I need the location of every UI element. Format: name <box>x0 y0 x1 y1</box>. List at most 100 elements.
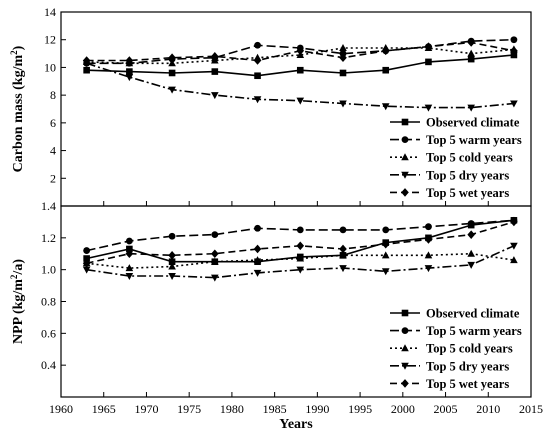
y-tick-label: 14 <box>44 5 56 19</box>
data-point <box>510 217 518 227</box>
data-point <box>125 273 134 281</box>
data-point <box>211 92 219 100</box>
y-tick-label: 0.6 <box>41 326 56 340</box>
legend-marker <box>401 362 409 370</box>
y-tick-label: 1.2 <box>41 231 56 245</box>
legend-label: Top 5 wet years <box>426 186 509 200</box>
x-tick-label: 2005 <box>434 402 458 416</box>
y-tick-label: 6 <box>50 116 56 130</box>
data-point <box>424 104 433 112</box>
data-point <box>381 239 390 249</box>
x-tick-label: 1985 <box>263 402 287 416</box>
legend-marker <box>401 344 409 352</box>
legend: Observed climate Top 5 warm years Top 5 co… <box>390 116 522 200</box>
data-point <box>424 42 433 51</box>
data-point <box>339 53 347 63</box>
legend-marker <box>401 379 409 388</box>
data-point <box>381 46 390 56</box>
data-point <box>126 68 133 75</box>
data-point <box>296 241 305 251</box>
legend-label: Top 5 cold years <box>426 151 513 165</box>
y-tick-label: 10 <box>44 60 56 74</box>
legend-label: Top 5 warm years <box>426 324 522 338</box>
data-point <box>510 100 518 108</box>
series-top-5-dry-years <box>82 60 518 112</box>
series-top-5-cold-years <box>82 249 518 272</box>
series-top-5-wet-years <box>82 217 518 268</box>
data-point <box>382 226 390 234</box>
series-line <box>86 47 514 65</box>
y-tick-label: 2 <box>50 171 56 185</box>
legend-label: Observed climate <box>426 307 520 321</box>
data-point <box>467 49 475 57</box>
data-point <box>339 251 347 259</box>
data-point <box>168 232 176 240</box>
x-tick-label: 2010 <box>476 402 500 416</box>
data-point <box>82 266 91 274</box>
data-point <box>339 265 347 273</box>
data-point <box>211 68 219 75</box>
data-point <box>125 249 134 259</box>
series-top-5-dry-years <box>82 242 518 282</box>
data-point <box>168 273 176 281</box>
data-point <box>168 69 176 77</box>
data-point <box>339 244 347 254</box>
data-point <box>382 66 390 74</box>
data-point <box>125 56 134 65</box>
legend-label: Top 5 warm years <box>426 133 522 147</box>
npp-panel: 0.4 0.6 0.8 1.0 1.2 1.4 1960 1965 1970 1975 1980 19… <box>9 199 543 432</box>
data-point <box>168 59 176 67</box>
data-point <box>168 258 176 266</box>
data-point <box>82 259 91 268</box>
data-point <box>339 226 347 234</box>
data-point <box>83 247 91 254</box>
y-tick-label: 1.4 <box>41 199 56 213</box>
data-point <box>296 46 305 56</box>
data-point <box>253 244 262 254</box>
legend-marker <box>401 136 409 144</box>
data-point <box>168 251 176 260</box>
data-point <box>296 66 304 74</box>
data-point <box>253 256 262 264</box>
legend-label: Top 5 dry years <box>426 359 509 373</box>
data-point <box>253 269 262 277</box>
data-point <box>381 103 390 111</box>
legend-marker <box>401 188 409 197</box>
data-point <box>467 220 475 227</box>
data-point <box>510 46 518 56</box>
data-point <box>510 36 518 44</box>
x-axis-title: Years <box>279 417 313 432</box>
y-tick-label: 0.4 <box>41 358 56 372</box>
data-point <box>425 58 432 66</box>
legend-marker <box>401 153 409 161</box>
data-point <box>254 224 261 232</box>
data-point <box>510 242 518 250</box>
data-point <box>125 237 133 245</box>
x-tick-label: 1980 <box>220 402 244 416</box>
data-point <box>424 251 433 259</box>
data-point <box>467 261 475 269</box>
series-line <box>86 62 514 109</box>
data-point <box>381 268 390 276</box>
x-tick-label: 1990 <box>305 402 329 416</box>
data-point <box>254 41 261 49</box>
data-point <box>296 226 304 234</box>
legend-label: Top 5 dry years <box>426 168 509 182</box>
data-point <box>296 266 305 274</box>
data-point <box>211 274 219 282</box>
data-point <box>467 230 475 239</box>
data-point <box>82 56 91 65</box>
series-top-5-wet-years <box>82 38 518 65</box>
legend-marker <box>401 327 409 334</box>
y-axis-title: Carbon mass (kg/m2) <box>9 45 26 172</box>
data-point <box>510 256 518 264</box>
x-tick-label: 1960 <box>49 402 73 416</box>
data-point <box>339 69 347 77</box>
x-tick-label: 1995 <box>348 402 372 416</box>
y-axis-title: NPP (kg/m2/a) <box>9 259 26 344</box>
data-point <box>125 74 134 82</box>
data-point <box>168 262 176 270</box>
data-point <box>339 44 347 52</box>
carbon-mass-panel: 2 4 6 8 10 12 14 Carbon mass (kg/m2) Observed cl… <box>9 5 532 207</box>
